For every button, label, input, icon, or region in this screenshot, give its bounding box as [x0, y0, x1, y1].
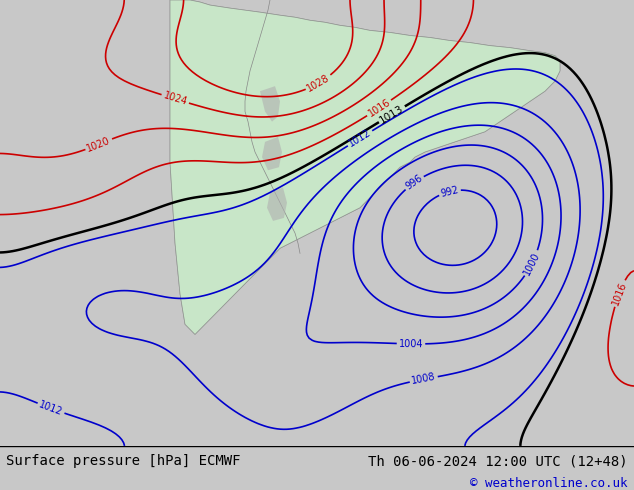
Text: 992: 992 — [439, 184, 460, 198]
Text: 996: 996 — [404, 173, 425, 192]
Polygon shape — [170, 0, 560, 334]
Polygon shape — [170, 0, 560, 334]
Text: © weatheronline.co.uk: © weatheronline.co.uk — [470, 477, 628, 490]
Text: 1012: 1012 — [347, 127, 373, 149]
Text: 1016: 1016 — [611, 280, 628, 307]
Text: 1004: 1004 — [399, 339, 424, 349]
Text: Th 06-06-2024 12:00 UTC (12+48): Th 06-06-2024 12:00 UTC (12+48) — [368, 454, 628, 468]
Text: 1013: 1013 — [378, 103, 406, 125]
Text: 1028: 1028 — [306, 73, 332, 94]
Text: 1024: 1024 — [162, 91, 188, 107]
Text: 1016: 1016 — [366, 97, 392, 119]
Text: 1008: 1008 — [411, 372, 437, 387]
Polygon shape — [267, 188, 287, 221]
Text: 1000: 1000 — [522, 250, 542, 276]
Text: 1012: 1012 — [37, 399, 64, 417]
Polygon shape — [262, 137, 282, 170]
Text: 1020: 1020 — [86, 135, 112, 153]
Text: Surface pressure [hPa] ECMWF: Surface pressure [hPa] ECMWF — [6, 454, 241, 468]
Polygon shape — [260, 86, 280, 122]
